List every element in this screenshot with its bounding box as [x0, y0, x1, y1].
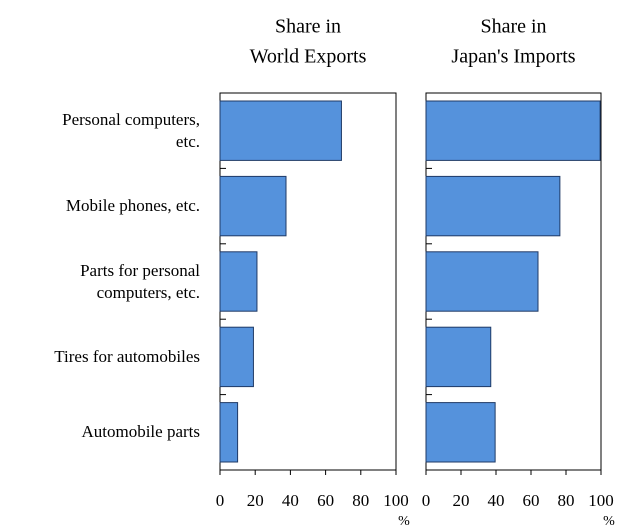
chart-title: Share in — [480, 16, 546, 38]
bar — [219, 402, 239, 463]
bar — [219, 251, 258, 312]
x-tick-label: 80 — [558, 491, 575, 510]
x-tick-label: 0 — [216, 491, 225, 510]
bar — [425, 402, 496, 463]
category-label: Parts for personal computers, etc. — [80, 260, 200, 302]
x-tick-label: 100 — [588, 491, 614, 510]
x-tick-label: 100 — [383, 491, 409, 510]
bar — [219, 100, 342, 161]
chart-title: World Exports — [250, 46, 367, 68]
x-tick-label: 60 — [317, 491, 334, 510]
category-label: Mobile phones, etc. — [65, 196, 200, 216]
bar — [219, 326, 254, 388]
bar — [425, 100, 601, 161]
x-tick-label: 60 — [523, 491, 540, 510]
bar — [425, 175, 561, 237]
category-label: Automobile parts — [81, 422, 200, 442]
chart-title: Share in — [275, 16, 341, 38]
chart-title: Japan's Imports — [451, 46, 575, 68]
x-tick-label: 40 — [488, 491, 505, 510]
x-axis-unit: % — [398, 514, 410, 529]
x-tick-label: 40 — [282, 491, 299, 510]
category-label: Personal computers, etc. — [62, 109, 200, 151]
bar — [425, 326, 492, 388]
x-tick-label: 20 — [453, 491, 470, 510]
x-tick-label: 20 — [247, 491, 264, 510]
x-tick-label: 0 — [422, 491, 431, 510]
bar — [219, 175, 287, 237]
bar — [425, 251, 539, 312]
category-label: Tires for automobiles — [54, 346, 200, 366]
x-tick-label: 80 — [352, 491, 369, 510]
x-axis-unit: % — [603, 514, 615, 529]
